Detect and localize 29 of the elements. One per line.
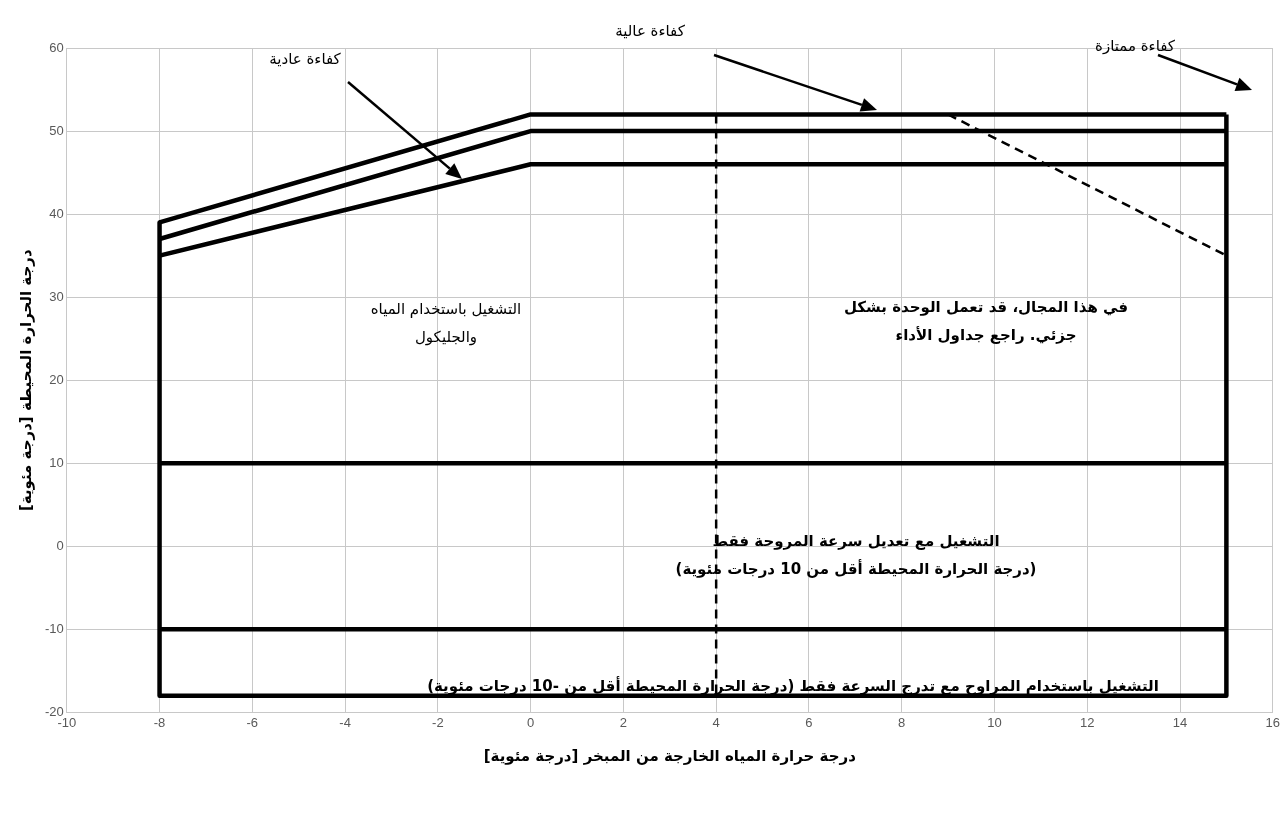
annotation: كفاءة عادية <box>269 49 342 68</box>
y-tick-label: 0 <box>56 537 64 553</box>
x-tick-label: 0 <box>527 714 535 730</box>
x-tick-label: 14 <box>1172 714 1188 730</box>
x-tick-label: 4 <box>712 714 720 730</box>
y-tick-label: 60 <box>49 39 64 55</box>
text: كفاءة عالية <box>615 21 686 40</box>
annotation: التشغيل باستخدام المياه والجليكول <box>370 299 522 346</box>
x-tick-label: -6 <box>246 714 259 730</box>
x-tick-label: 8 <box>898 714 906 730</box>
y-tick-label: -10 <box>44 620 64 636</box>
x-tick-label: 2 <box>619 714 628 730</box>
y-tick-label: -20 <box>44 703 64 719</box>
x-tick-label: 12 <box>1080 714 1095 730</box>
x-axis-title: درجة حرارة المياه الخارجة من المبخر [درجة مئوية] <box>483 746 857 765</box>
x-tick-label: -4 <box>339 714 351 730</box>
y-tick-label: 40 <box>49 205 64 221</box>
y-tick-label: 20 <box>49 371 64 387</box>
x-tick-label: -2 <box>432 714 444 730</box>
y-tick-label: 30 <box>49 288 64 304</box>
x-tick-label: 16 <box>1265 714 1280 730</box>
x-tick-label: -8 <box>153 714 166 730</box>
annotation: في هذا المجال، قد تعمل الوحدة بشكل جزئي. راجع جداول الأداء <box>843 297 1129 344</box>
annotation: كفاءة ممتازة <box>1095 36 1176 55</box>
y-tick-label: 10 <box>49 454 64 470</box>
y-axis-title: درجة الحرارة المحيطة [درجة مئوية] <box>16 249 35 512</box>
y-tick-label: 50 <box>49 122 64 138</box>
x-tick-label: 6 <box>805 714 813 730</box>
x-tick-label: 10 <box>987 714 1002 730</box>
